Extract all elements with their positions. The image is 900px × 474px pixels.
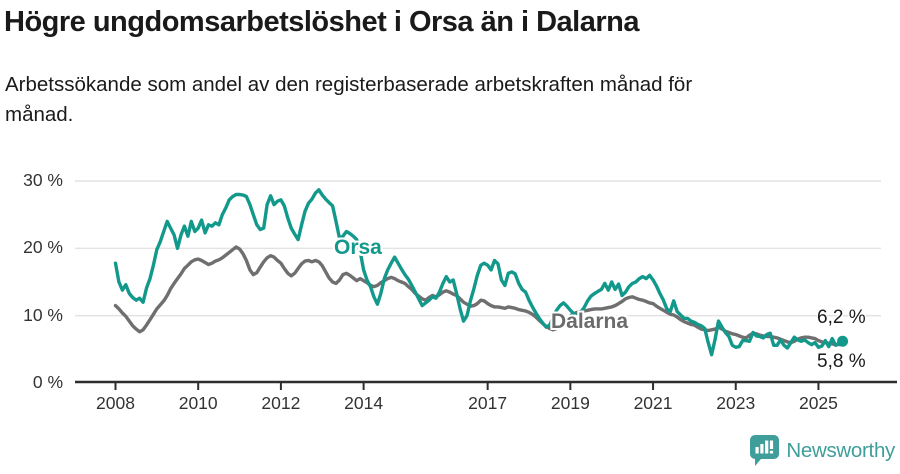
x-tick-label: 2012: [261, 393, 301, 413]
y-tick-label: 0 %: [32, 372, 63, 392]
newsworthy-logo: Newsworthy: [750, 435, 895, 466]
x-tick-label: 2023: [716, 393, 756, 413]
newsworthy-wordmark: Newsworthy: [786, 438, 895, 462]
page-subtitle-line-1: Arbetssökande som andel av den registerb…: [5, 73, 693, 96]
x-tick-label: 2025: [798, 393, 838, 413]
x-tick-label: 2017: [468, 393, 508, 413]
x-tick-label: 2019: [550, 393, 590, 413]
page-subtitle-line-2: månad.: [5, 103, 74, 126]
x-tick-label: 2008: [96, 393, 135, 413]
end-value-label-dalarna: 5,8 %: [817, 351, 866, 372]
y-tick-label: 30 %: [23, 170, 63, 190]
newsworthy-logo-icon: [750, 435, 780, 466]
x-tick-label: 2021: [633, 393, 673, 413]
series-label-dalarna: Dalarna: [551, 310, 629, 333]
y-tick-label: 10 %: [23, 304, 63, 325]
y-tick-label: 20 %: [23, 237, 63, 258]
x-tick-label: 2014: [344, 393, 384, 413]
page-title: Högre ungdomsarbetslöshet i Orsa än i Da…: [4, 6, 640, 38]
series-label-orsa: Orsa: [334, 236, 382, 259]
end-value-label-orsa: 6,2 %: [817, 307, 866, 328]
x-tick-label: 2010: [178, 393, 218, 413]
